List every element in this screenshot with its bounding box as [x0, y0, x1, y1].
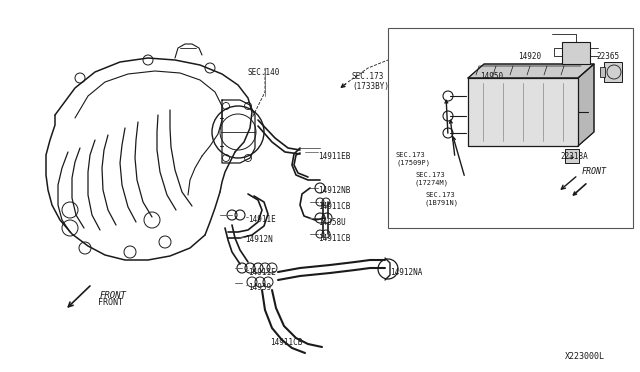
Bar: [562, 42, 590, 64]
Bar: [604, 62, 622, 82]
Text: 14920: 14920: [518, 52, 541, 61]
Bar: [600, 67, 605, 77]
Text: 22365: 22365: [596, 52, 619, 61]
Text: SEC.173
(17509P): SEC.173 (17509P): [396, 152, 430, 166]
Text: 14950: 14950: [480, 72, 503, 81]
Text: FRONT: FRONT: [582, 167, 607, 176]
Text: 14912NB: 14912NB: [318, 186, 350, 195]
Text: 14911CB: 14911CB: [318, 234, 350, 243]
Text: SEC.173
(17274M): SEC.173 (17274M): [415, 172, 449, 186]
Text: X223000L: X223000L: [565, 352, 605, 361]
Bar: [565, 149, 579, 163]
Text: 14912NA: 14912NA: [390, 268, 422, 277]
Bar: [388, 28, 633, 228]
Text: FRONT: FRONT: [98, 298, 123, 307]
Text: FRONT: FRONT: [100, 291, 127, 299]
Polygon shape: [468, 64, 594, 78]
Bar: [468, 78, 578, 146]
Text: 14939: 14939: [248, 283, 271, 292]
Text: 14958U: 14958U: [318, 218, 346, 227]
Text: SEC.173
(1B791N): SEC.173 (1B791N): [425, 192, 459, 205]
Text: 14911E: 14911E: [248, 215, 276, 224]
Text: 14911EB: 14911EB: [318, 152, 350, 161]
Text: 22318A: 22318A: [560, 152, 588, 161]
Text: 14911CB: 14911CB: [270, 338, 302, 347]
Text: 14911CB: 14911CB: [318, 202, 350, 211]
Polygon shape: [578, 64, 594, 146]
Text: SEC.173
(1733BY): SEC.173 (1733BY): [352, 72, 389, 92]
Text: 14911E: 14911E: [248, 268, 276, 277]
Text: 14912N: 14912N: [245, 235, 273, 244]
Text: SEC.140: SEC.140: [248, 68, 280, 77]
